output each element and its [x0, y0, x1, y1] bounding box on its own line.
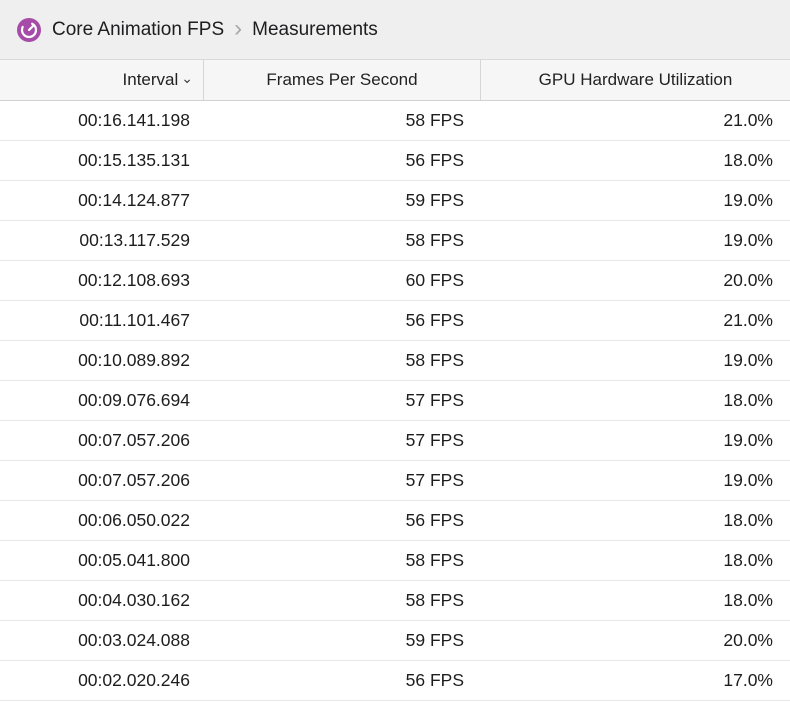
gpu-cell: 19.0%	[723, 350, 773, 370]
interval-cell: 00:05.041.800	[78, 550, 190, 570]
interval-cell: 00:10.089.892	[78, 350, 190, 370]
fps-cell: 56 FPS	[405, 510, 464, 530]
table-row[interactable]: 00:12.108.693 60 FPS 20.0%	[0, 261, 790, 301]
core-animation-fps-instrument-icon	[17, 17, 41, 42]
interval-cell: 00:02.020.246	[78, 670, 190, 690]
interval-cell: 00:04.030.162	[78, 590, 190, 610]
fps-cell: 58 FPS	[405, 350, 464, 370]
table-row[interactable]: 00:07.057.206 57 FPS 19.0%	[0, 421, 790, 461]
table-row[interactable]: 00:03.024.088 59 FPS 20.0%	[0, 621, 790, 661]
breadcrumb-toolbar: Core Animation FPS › Measurements	[0, 0, 790, 60]
fps-cell: 58 FPS	[405, 110, 464, 130]
table-row[interactable]: 00:07.057.206 57 FPS 19.0%	[0, 461, 790, 501]
fps-cell: 60 FPS	[405, 270, 464, 290]
gpu-cell: 20.0%	[723, 630, 773, 650]
interval-cell: 00:12.108.693	[78, 270, 190, 290]
interval-cell: 00:07.057.206	[78, 430, 190, 450]
interval-cell: 00:03.024.088	[78, 630, 190, 650]
table-row[interactable]: 00:05.041.800 58 FPS 18.0%	[0, 541, 790, 581]
fps-cell: 57 FPS	[405, 430, 464, 450]
breadcrumb-item-measurements[interactable]: Measurements	[252, 18, 378, 40]
fps-cell: 57 FPS	[405, 470, 464, 490]
gpu-cell: 18.0%	[723, 150, 773, 170]
table-row[interactable]: 00:13.117.529 58 FPS 19.0%	[0, 221, 790, 261]
fps-cell: 59 FPS	[405, 630, 464, 650]
column-header-fps[interactable]: Frames Per Second	[204, 60, 481, 100]
interval-cell: 00:16.141.198	[78, 110, 190, 130]
gpu-cell: 19.0%	[723, 230, 773, 250]
table-row[interactable]: 00:02.020.246 56 FPS 17.0%	[0, 661, 790, 701]
gpu-cell: 19.0%	[723, 190, 773, 210]
breadcrumb-item-instrument[interactable]: Core Animation FPS	[52, 18, 225, 40]
column-header-interval[interactable]: Interval ⌄	[0, 60, 204, 100]
gpu-cell: 19.0%	[723, 430, 773, 450]
fps-cell: 57 FPS	[405, 390, 464, 410]
table-row[interactable]: 00:15.135.131 56 FPS 18.0%	[0, 141, 790, 181]
interval-cell: 00:11.101.467	[79, 310, 190, 330]
table-body: 00:16.141.198 58 FPS 21.0% 00:15.135.131…	[0, 101, 790, 701]
table-header: Interval ⌄ Frames Per Second GPU Hardwar…	[0, 60, 790, 101]
gpu-cell: 17.0%	[723, 670, 773, 690]
interval-cell: 00:09.076.694	[78, 390, 190, 410]
interval-cell: 00:06.050.022	[78, 510, 190, 530]
column-header-gpu[interactable]: GPU Hardware Utilization	[481, 60, 790, 100]
fps-cell: 56 FPS	[405, 310, 464, 330]
interval-cell: 00:14.124.877	[78, 190, 190, 210]
table-row[interactable]: 00:16.141.198 58 FPS 21.0%	[0, 101, 790, 141]
interval-cell: 00:15.135.131	[78, 150, 190, 170]
interval-cell: 00:13.117.529	[79, 230, 190, 250]
fps-cell: 59 FPS	[405, 190, 464, 210]
gpu-cell: 18.0%	[723, 590, 773, 610]
gpu-cell: 18.0%	[723, 550, 773, 570]
gpu-cell: 21.0%	[723, 310, 773, 330]
breadcrumb-separator-icon: ›	[234, 14, 243, 42]
gpu-cell: 19.0%	[723, 470, 773, 490]
interval-cell: 00:07.057.206	[78, 470, 190, 490]
column-header-interval-label: Interval	[122, 70, 179, 89]
gpu-cell: 18.0%	[723, 390, 773, 410]
fps-cell: 56 FPS	[405, 670, 464, 690]
table-row[interactable]: 00:14.124.877 59 FPS 19.0%	[0, 181, 790, 221]
table-row[interactable]: 00:10.089.892 58 FPS 19.0%	[0, 341, 790, 381]
table-row[interactable]: 00:04.030.162 58 FPS 18.0%	[0, 581, 790, 621]
column-header-fps-label: Frames Per Second	[266, 70, 418, 89]
fps-cell: 58 FPS	[405, 230, 464, 250]
fps-cell: 56 FPS	[405, 150, 464, 170]
gpu-cell: 18.0%	[723, 510, 773, 530]
gpu-cell: 21.0%	[723, 110, 773, 130]
fps-cell: 58 FPS	[405, 550, 464, 570]
fps-cell: 58 FPS	[405, 590, 464, 610]
table-row[interactable]: 00:09.076.694 57 FPS 18.0%	[0, 381, 790, 421]
table-row[interactable]: 00:06.050.022 56 FPS 18.0%	[0, 501, 790, 541]
column-header-gpu-label: GPU Hardware Utilization	[538, 70, 733, 89]
gpu-cell: 20.0%	[723, 270, 773, 290]
sort-chevron-icon: ⌄	[181, 69, 193, 86]
table-row[interactable]: 00:11.101.467 56 FPS 21.0%	[0, 301, 790, 341]
